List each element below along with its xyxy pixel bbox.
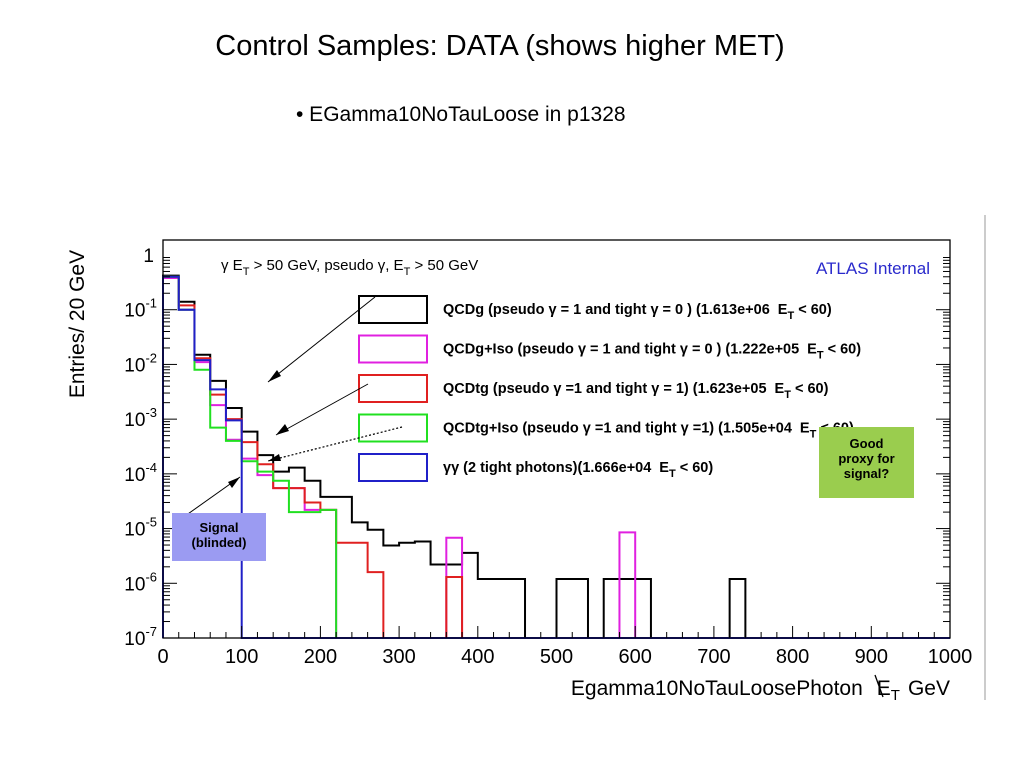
x-tick-label: 0 [157, 646, 168, 668]
x-tick-label: 100 [225, 646, 258, 668]
signal-box-line: Signal [199, 520, 239, 535]
arrow-qcdtg-iso-head [268, 454, 281, 461]
legend-label-2: QCDtg (pseudo γ =1 and tight γ = 1) (1.6… [443, 381, 829, 401]
y-tick-label: 10-4 [124, 460, 157, 486]
arrow-qcdg-head [268, 370, 281, 382]
good-proxy-line: proxy for [838, 451, 895, 466]
x-axis-label-slash [874, 674, 884, 698]
slide-bullet: • EGamma10NoTauLoose in p1328 [296, 103, 626, 126]
atlas-internal-label: ATLAS Internal [816, 259, 930, 278]
slide-title: Control Samples: DATA (shows higher MET) [215, 30, 785, 62]
y-tick-label: 10-1 [124, 296, 157, 322]
arrow-signal-head [228, 477, 240, 488]
good-proxy-line: signal? [843, 466, 890, 481]
y-tick-label: 10-3 [124, 405, 157, 431]
legend-swatch-4 [358, 453, 428, 482]
signal-box-line: (blinded) [191, 535, 247, 550]
cut-label: γ ET > 50 GeV, pseudo γ, ET > 50 GeV [221, 257, 478, 278]
legend-label-0: QCDg (pseudo γ = 1 and tight γ = 0 ) (1.… [443, 302, 832, 322]
legend-label-1: QCDg+Iso (pseudo γ = 1 and tight γ = 0 )… [443, 342, 861, 362]
y-tick-label: 1 [143, 246, 154, 267]
x-tick-label: 300 [382, 646, 415, 668]
y-ticks: 1 10-1 10-2 10-3 10-4 10-5 10-6 10-7 [124, 246, 950, 650]
arrow-qcdtg [275, 383, 369, 436]
y-axis-label: Entries/ 20 GeV [66, 250, 89, 398]
legend-swatch-0 [358, 295, 428, 324]
good-proxy-line: Good [849, 436, 884, 451]
legend-label-4: γγ (2 tight photons)(1.666e+04 ET < 60) [443, 460, 713, 480]
arrow-qcdtg-head [276, 424, 289, 435]
legend-swatch-2 [358, 374, 428, 403]
x-tick-label: 600 [619, 646, 652, 668]
x-tick-label: 400 [461, 646, 494, 668]
legend-swatch-3 [358, 413, 428, 443]
y-tick-label: 10-6 [124, 569, 157, 595]
arrow-qcdg [267, 296, 376, 383]
x-ticks: 0 100 200 300 400 500 600 700 800 900 1000 [157, 626, 972, 668]
x-axis-label: Egamma10NoTauLoosePhoton ET GeV [571, 677, 950, 704]
signal-blinded-box: Signal (blinded) [172, 513, 266, 561]
y-tick-label: 10-7 [124, 624, 157, 650]
x-tick-label: 900 [855, 646, 888, 668]
x-tick-label: 500 [540, 646, 573, 668]
x-tick-label: 1000 [928, 646, 973, 668]
y-tick-label: 10-5 [124, 515, 157, 541]
good-proxy-box: Good proxy for signal? [819, 427, 914, 498]
y-tick-label: 10-2 [124, 350, 157, 376]
x-tick-label: 700 [697, 646, 730, 668]
legend-swatch-1 [358, 334, 428, 364]
arrow-qcdtg-iso [267, 426, 403, 462]
x-tick-label: 800 [776, 646, 809, 668]
legend-label-3: QCDtg+Iso (pseudo γ =1 and tight γ =1) (… [443, 421, 854, 441]
x-tick-label: 200 [304, 646, 337, 668]
legend: QCDg (pseudo γ = 1 and tight γ = 0 ) (1.… [358, 295, 861, 482]
